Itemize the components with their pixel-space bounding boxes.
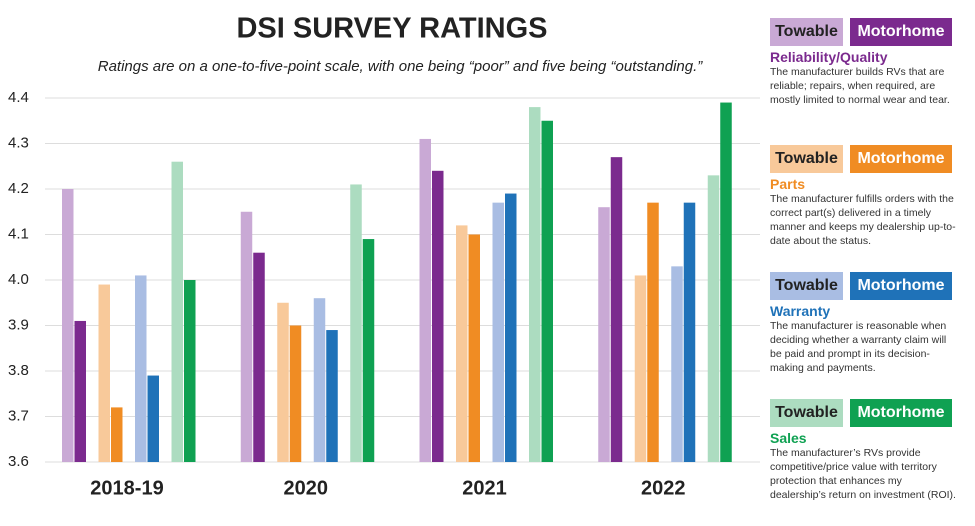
legend-group: Towable Motorhome Warranty The manufacturer… [770,272,970,399]
y-tick-label: 3.8 [8,362,29,379]
x-tick-label: 2018-19 [90,477,163,499]
bar [456,225,468,462]
bar [326,330,338,462]
legend-entry: Motorhome [850,145,952,173]
legend-entry: Towable [770,145,843,173]
bar [683,202,696,462]
legend-heading: Parts [770,176,806,192]
legend-entry: Motorhome [850,18,952,46]
bar [289,325,302,462]
legend-group: Towable Motorhome Reliability/Quality The m… [770,18,970,145]
legend-boxes: Towable Motorhome [770,18,970,46]
bar [350,184,362,462]
bar [505,193,517,463]
bar [647,202,659,462]
y-tick-label: 4.0 [8,271,29,288]
legend-entry: Towable [770,399,843,427]
bar [240,211,253,462]
y-tick-label: 4.1 [8,225,29,242]
bar [277,302,289,462]
bar [432,170,444,463]
legend-group: Towable Motorhome Parts The manufacturer fu… [770,145,970,272]
bar [541,120,553,462]
legend-boxes: Towable Motorhome [770,272,970,300]
bar [313,298,326,462]
legend-boxes: Towable Motorhome [770,399,970,427]
chart: DSI SURVEY RATINGS Ratings are on a one-… [8,13,760,499]
bar [468,234,480,462]
x-tick-label: 2022 [641,477,686,499]
legend-entry: Motorhome [850,272,952,300]
bar [62,189,74,462]
bar [98,284,110,462]
bar [598,207,610,462]
legend-description: The manufacturer fulfills orders with th… [770,193,956,247]
page: {"chart_data": { "type": "bar", "title":… [8,12,956,501]
y-tick-label: 4.2 [8,180,29,197]
bar [419,138,431,462]
y-tick-label: 4.4 [8,89,29,106]
legend-entry: Towable [770,18,843,46]
y-tick-label: 4.3 [8,134,29,151]
y-tick-label: 3.9 [8,316,29,333]
y-tick-label: 3.7 [8,407,29,424]
legend-heading: Reliability/Quality [770,49,888,65]
legend-entry: Motorhome [850,399,952,427]
bar [671,266,683,462]
x-tick-label: 2021 [462,477,507,499]
legend-entry: Towable [770,272,843,300]
bar [74,320,86,462]
y-tick-label: 3.6 [8,453,29,470]
bar [720,102,732,463]
bar [111,407,123,462]
bar [707,175,720,462]
legend: Towable Motorhome Reliability/Quality The m… [770,18,970,526]
legend-description: The manufacturer’s RVs provide competiti… [770,447,956,501]
legend-group: Towable Motorhome Sales The manufacturer’s … [770,399,970,526]
legend-description: The manufacturer builds RVs that are rel… [770,66,950,106]
x-tick-label: 2020 [284,477,329,499]
bar [147,375,159,462]
bar [634,275,647,462]
bar [184,280,196,462]
bar [253,252,265,462]
legend-heading: Warranty [770,303,831,319]
bar [492,202,504,462]
legend-description: The manufacturer is reasonable when deci… [770,320,947,374]
legend-boxes: Towable Motorhome [770,145,970,173]
bar [362,239,375,462]
legend-heading: Sales [770,430,807,446]
bar [529,107,541,462]
bar [135,275,147,462]
chart-subtitle: Ratings are on a one-to-five-point scale… [98,58,704,75]
bar [171,161,183,462]
bar [610,157,623,462]
chart-title: DSI SURVEY RATINGS [236,13,547,45]
